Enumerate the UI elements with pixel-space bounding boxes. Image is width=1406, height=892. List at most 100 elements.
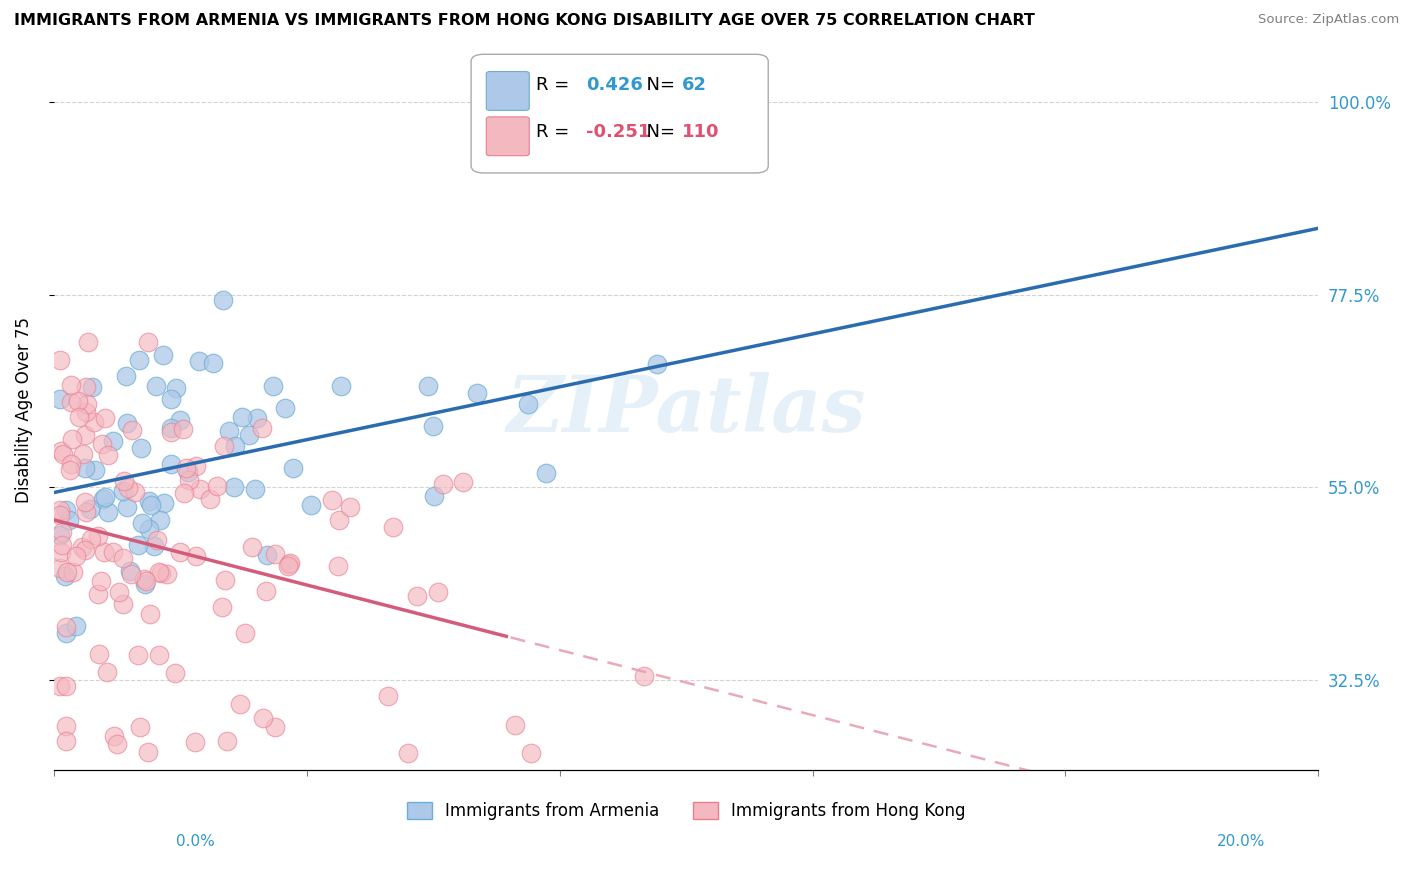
- Point: [60, 378, 83, 392]
- Point: [422, 489, 444, 503]
- Point: [103, 434, 125, 448]
- Point: [91, 491, 114, 506]
- Point: [49, 508, 72, 522]
- Point: [118, 564, 141, 578]
- Point: [160, 421, 183, 435]
- Point: [243, 482, 266, 496]
- Point: [148, 565, 170, 579]
- Point: [134, 577, 156, 591]
- Point: [165, 665, 187, 680]
- Point: [75, 380, 97, 394]
- Point: [62, 565, 84, 579]
- Point: [224, 439, 246, 453]
- Point: [128, 648, 150, 663]
- Point: [188, 483, 211, 497]
- Point: [129, 441, 152, 455]
- Point: [97, 448, 120, 462]
- Point: [321, 493, 343, 508]
- Point: [152, 496, 174, 510]
- Point: [111, 551, 134, 566]
- Point: [59, 395, 82, 409]
- Point: [128, 352, 150, 367]
- Point: [55, 620, 77, 634]
- Point: [145, 378, 167, 392]
- Point: [231, 410, 253, 425]
- Point: [120, 567, 142, 582]
- Point: [76, 334, 98, 349]
- Point: [426, 585, 449, 599]
- Point: [328, 513, 350, 527]
- Point: [138, 522, 160, 536]
- Point: [138, 607, 160, 622]
- Point: [214, 573, 236, 587]
- Point: [299, 498, 322, 512]
- Point: [55, 626, 77, 640]
- Point: [516, 397, 538, 411]
- Point: [174, 461, 197, 475]
- Text: 20.0%: 20.0%: [1218, 834, 1265, 849]
- Text: ZIPatlas: ZIPatlas: [506, 372, 866, 449]
- Point: [246, 411, 269, 425]
- Point: [55, 734, 77, 748]
- Point: [93, 545, 115, 559]
- Point: [254, 584, 277, 599]
- Point: [418, 379, 440, 393]
- Point: [108, 584, 131, 599]
- Point: [339, 500, 361, 515]
- Point: [278, 557, 301, 571]
- Point: [233, 625, 256, 640]
- Point: [136, 334, 159, 349]
- Point: [169, 413, 191, 427]
- Point: [136, 745, 159, 759]
- Point: [90, 574, 112, 589]
- Point: [101, 545, 124, 559]
- Point: [184, 549, 207, 563]
- Point: [55, 719, 77, 733]
- Point: [94, 411, 117, 425]
- Point: [80, 380, 103, 394]
- Point: [211, 600, 233, 615]
- Point: [160, 392, 183, 407]
- Point: [49, 679, 72, 693]
- Point: [250, 421, 273, 435]
- Text: 62: 62: [682, 76, 707, 94]
- Point: [330, 379, 353, 393]
- Point: [159, 457, 181, 471]
- Point: [49, 392, 72, 406]
- Point: [149, 566, 172, 580]
- Point: [76, 397, 98, 411]
- Point: [73, 494, 96, 508]
- Point: [451, 475, 474, 489]
- Point: [70, 541, 93, 555]
- Point: [281, 460, 304, 475]
- Y-axis label: Disability Age Over 75: Disability Age Over 75: [15, 318, 32, 503]
- Point: [55, 680, 77, 694]
- Point: [114, 369, 136, 384]
- Point: [107, 737, 129, 751]
- Point: [79, 501, 101, 516]
- Point: [377, 689, 399, 703]
- Text: 0.0%: 0.0%: [176, 834, 215, 849]
- Point: [217, 734, 239, 748]
- Text: N=: N=: [636, 76, 682, 94]
- Point: [103, 729, 125, 743]
- Point: [633, 668, 655, 682]
- Point: [148, 648, 170, 662]
- Point: [149, 513, 172, 527]
- Point: [274, 401, 297, 416]
- Point: [212, 439, 235, 453]
- Point: [173, 486, 195, 500]
- Point: [184, 459, 207, 474]
- Point: [159, 425, 181, 440]
- Point: [187, 353, 209, 368]
- Point: [135, 574, 157, 588]
- Point: [66, 394, 89, 409]
- Point: [465, 386, 488, 401]
- Point: [53, 569, 76, 583]
- Point: [80, 533, 103, 547]
- Point: [60, 432, 83, 446]
- Point: [111, 483, 134, 498]
- Point: [73, 428, 96, 442]
- Text: R =: R =: [536, 122, 575, 141]
- Point: [115, 417, 138, 431]
